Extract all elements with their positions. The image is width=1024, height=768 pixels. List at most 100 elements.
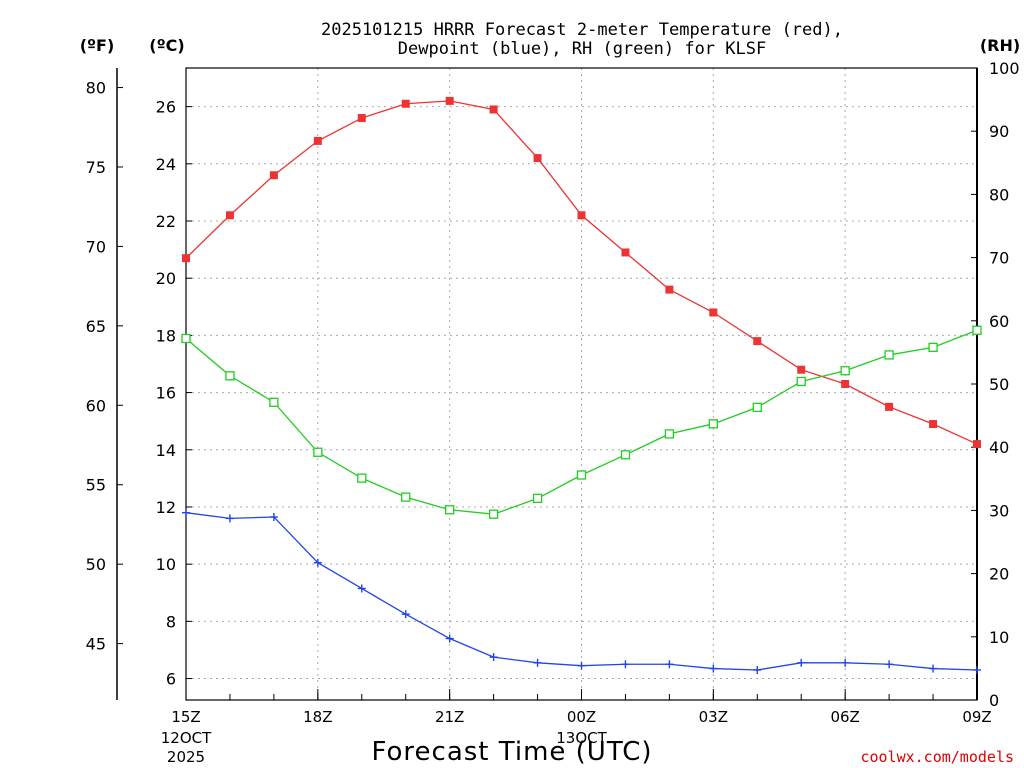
temperature-point <box>929 420 938 429</box>
x-tick-date-label: 13OCT <box>556 729 607 747</box>
rh-tick-label: 60 <box>989 312 1009 331</box>
celsius-tick-label: 10 <box>156 555 176 574</box>
rh-point <box>796 376 806 387</box>
dewpoint-point <box>225 514 234 523</box>
temperature-point <box>621 248 630 257</box>
celsius-tick-label: 18 <box>156 326 176 345</box>
dewpoint-point <box>313 558 322 567</box>
celsius-tick-label: 22 <box>156 212 176 231</box>
plot-frame <box>185 67 978 701</box>
series-group <box>181 96 982 674</box>
rh-point <box>840 366 850 376</box>
rh-tick-label: 30 <box>989 501 1009 520</box>
fahrenheit-tick-label: 50 <box>86 555 106 574</box>
rh-tick-label: 50 <box>989 375 1009 394</box>
fahrenheit-tick-label: 75 <box>86 158 106 177</box>
dewpoint-point <box>489 653 498 662</box>
temperature-point <box>182 254 190 263</box>
dewpoint-point <box>401 610 410 619</box>
temperature-point <box>357 114 366 123</box>
fahrenheit-tick-label: 55 <box>86 476 106 495</box>
dewpoint-point <box>577 661 586 670</box>
fahrenheit-tick-label: 80 <box>86 79 106 98</box>
dewpoint-point <box>709 664 718 673</box>
rh-tick-label: 90 <box>989 122 1009 141</box>
axes: 45 50 55 60 65 70 75 80 6 8 10 12 14 16 18 20 22 24 26 0 10 2… <box>86 59 1020 766</box>
dewpoint-point <box>929 664 938 673</box>
temperature-point <box>225 211 234 220</box>
celsius-tick-label: 12 <box>156 498 176 517</box>
rh-tick-label: 100 <box>989 59 1020 78</box>
temperature-point <box>489 105 498 114</box>
rh-point <box>928 342 938 352</box>
rh-point <box>620 450 631 460</box>
temperature-point <box>797 365 806 374</box>
fahrenheit-tick-label: 60 <box>86 396 106 415</box>
fahrenheit-tick-label: 70 <box>86 237 106 256</box>
x-tick-label: 03Z <box>699 708 728 726</box>
celsius-tick-label: 24 <box>156 155 176 174</box>
rh-point <box>313 447 323 457</box>
rh-tick-label: 20 <box>989 565 1009 584</box>
x-tick-year-label: 2025 <box>167 748 205 766</box>
rh-point <box>972 325 982 335</box>
credit-text: coolwx.com/models <box>860 748 1014 766</box>
dewpoint-point <box>753 665 762 674</box>
temperature-point <box>313 136 322 145</box>
celsius-unit-label: (ºC) <box>149 36 184 55</box>
rh-tick-label: 80 <box>989 185 1009 204</box>
rh-point <box>357 473 367 483</box>
dewpoint-point <box>357 584 366 593</box>
rh-tick-label: 10 <box>989 628 1009 647</box>
dewpoint-point <box>182 508 190 517</box>
x-axis-title: Forecast Time (UTC) <box>371 737 652 767</box>
dewpoint-point <box>621 660 630 669</box>
celsius-tick-label: 8 <box>166 612 176 631</box>
celsius-tick-label: 20 <box>156 269 176 288</box>
x-tick-date-label: 12OCT <box>161 729 212 747</box>
dewpoint-point <box>973 665 981 674</box>
x-tick-label: 15Z <box>171 708 200 726</box>
x-tick-label: 00Z <box>567 708 596 726</box>
temperature-point <box>269 171 278 180</box>
celsius-tick-label: 26 <box>156 98 176 117</box>
temperature-point <box>753 337 762 346</box>
grid <box>186 68 977 700</box>
rh-point <box>445 505 455 515</box>
x-tick-label: 21Z <box>435 708 464 726</box>
rh-point <box>269 397 279 407</box>
rh-point <box>664 429 675 439</box>
dewpoint-point <box>665 660 674 669</box>
celsius-tick-label: 14 <box>156 441 176 460</box>
rh-point <box>181 333 191 344</box>
temperature-point <box>665 285 674 294</box>
rh-point <box>752 402 762 413</box>
temperature-point <box>885 402 894 411</box>
temperature-point <box>445 96 454 105</box>
fahrenheit-tick-label: 65 <box>86 317 106 336</box>
rh-tick-label: 40 <box>989 438 1009 457</box>
rh-point <box>576 470 587 480</box>
rh-point <box>708 419 718 429</box>
rh-point <box>884 350 894 360</box>
rh-unit-label: (RH) <box>980 36 1020 55</box>
dewpoint-point <box>445 634 454 643</box>
x-tick-label: 09Z <box>962 708 991 726</box>
rh-point <box>488 509 499 519</box>
fahrenheit-unit-label: (ºF) <box>80 36 115 55</box>
temperature-point <box>577 211 586 220</box>
celsius-tick-label: 6 <box>166 670 176 689</box>
dewpoint-point <box>797 658 806 667</box>
fahrenheit-tick-label: 45 <box>86 635 106 654</box>
temperature-point <box>401 99 410 108</box>
temperature-point <box>709 308 718 317</box>
dewpoint-point <box>533 658 542 667</box>
rh-tick-label: 0 <box>989 691 999 710</box>
x-tick-label: 18Z <box>303 708 332 726</box>
rh-point <box>225 371 235 381</box>
x-tick-label: 06Z <box>830 708 859 726</box>
celsius-tick-label: 16 <box>156 384 176 403</box>
dewpoint-point <box>269 512 278 521</box>
chart-title-line2: Dewpoint (blue), RH (green) for KLSF <box>398 39 766 59</box>
